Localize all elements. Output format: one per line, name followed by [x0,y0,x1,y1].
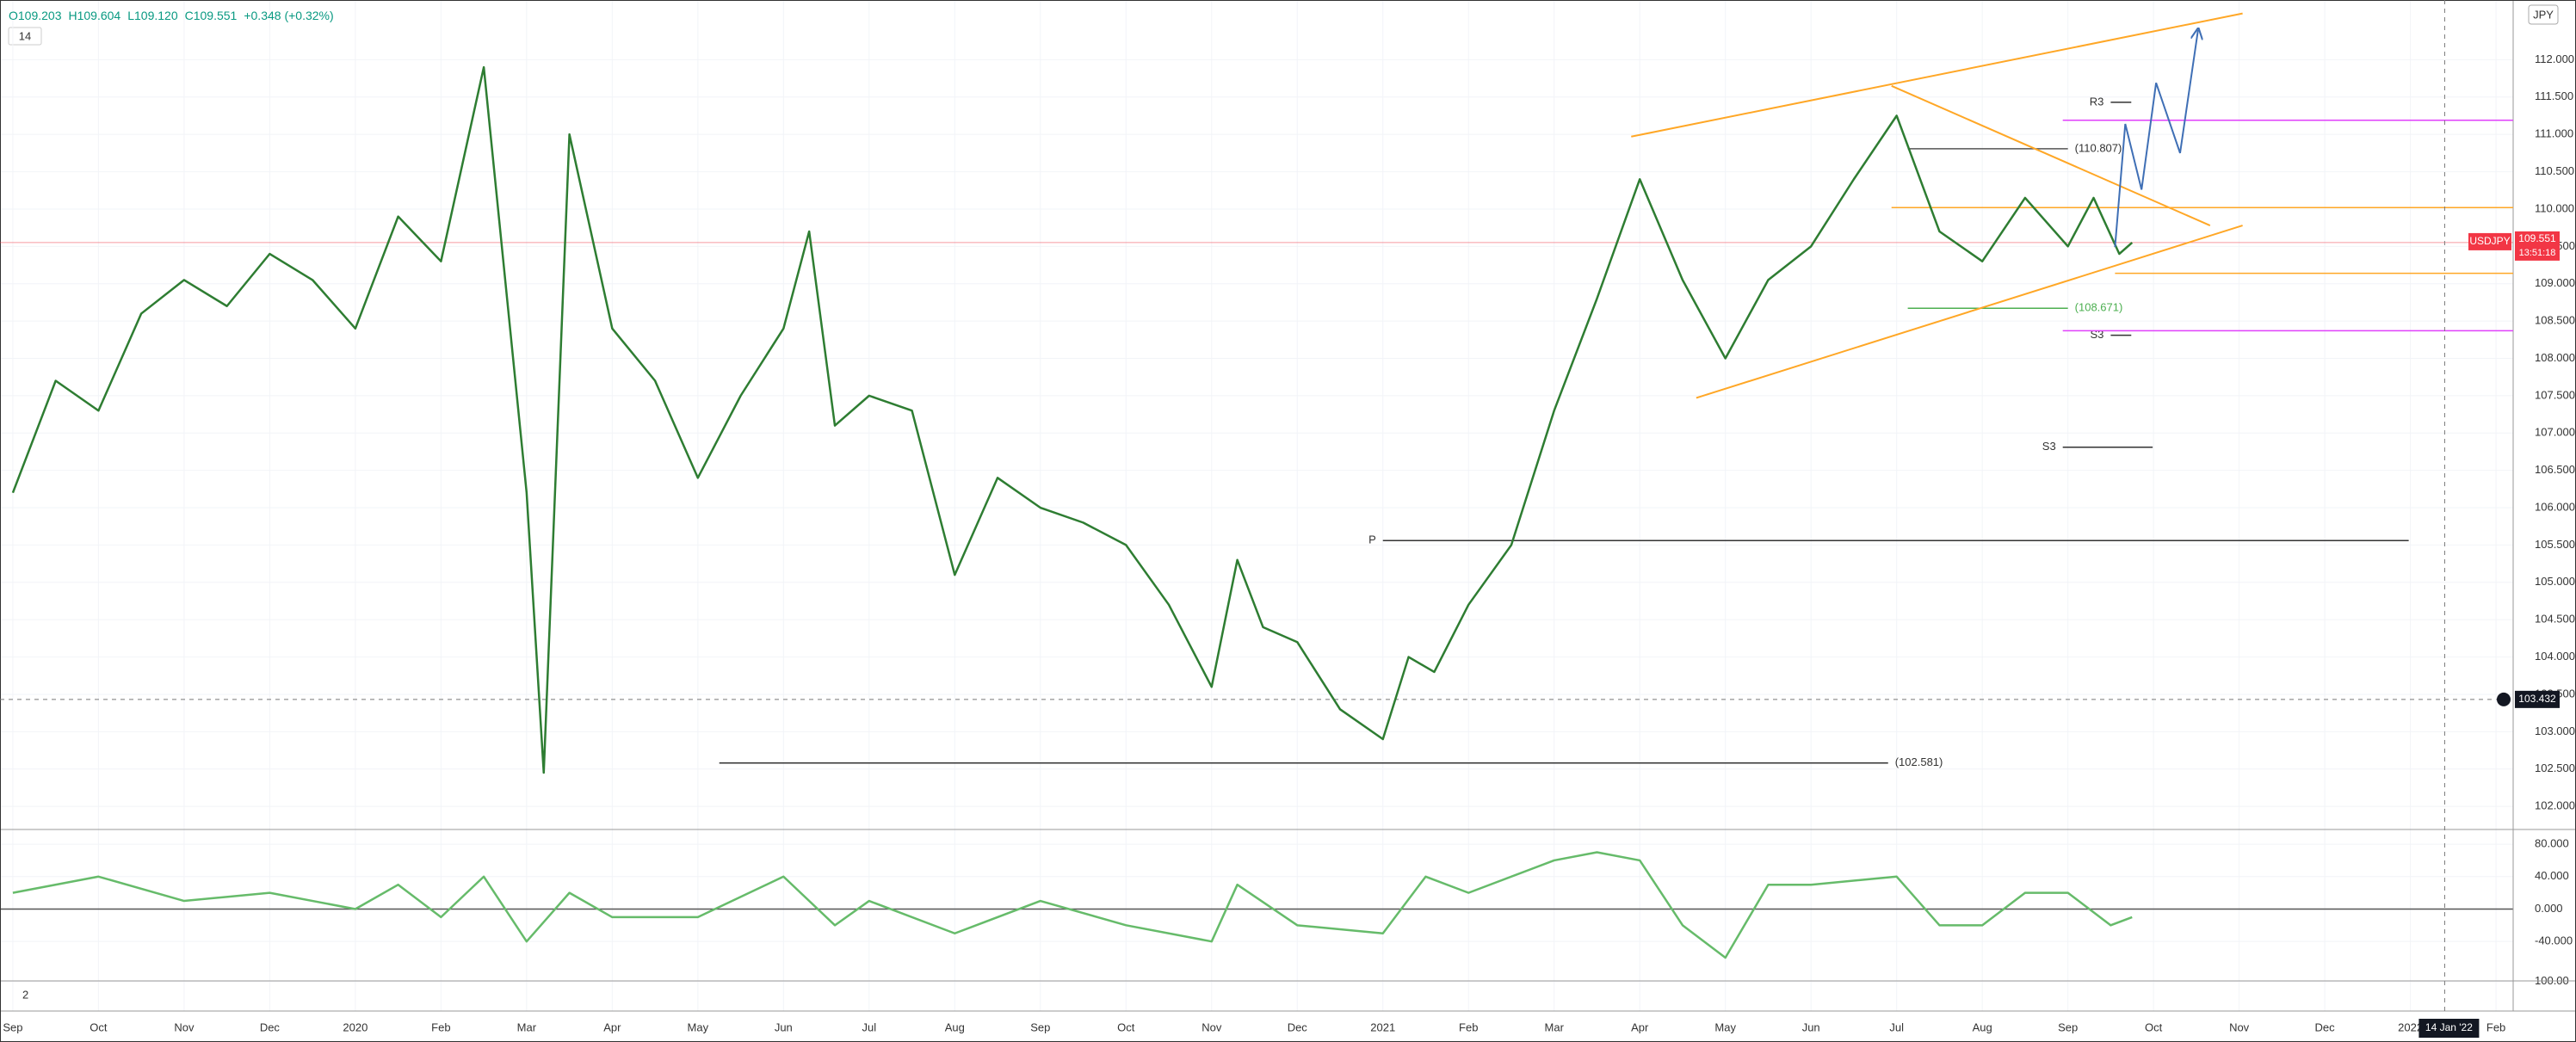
date-tag [2418,1019,2480,1038]
x-tick-label: Mar [1545,1020,1565,1033]
price-line [11,65,2134,774]
x-tick-label: Sep [3,1020,22,1033]
x-tick-label: Oct [90,1020,108,1033]
countdown-label: 13:51:18 [2519,248,2556,258]
x-tick-label: Nov [1202,1020,1222,1033]
date-label: 14 Jan '22 [2425,1021,2473,1033]
y-tick-label: 111.000 [2535,127,2573,140]
trendline [1891,84,2211,226]
trendline [1631,12,2243,138]
level-label: S3 [2042,440,2056,453]
last-price-tag [2515,231,2560,261]
y-tick-label: 108.500 [2535,314,2575,327]
y-tick-label: 105.500 [2535,538,2575,551]
y-tick-label: 112.000 [2535,52,2574,65]
currency-box [2528,4,2559,25]
y-tick-label: 107.000 [2535,426,2575,439]
x-tick-label: Feb [2486,1020,2505,1033]
x-tick-label: Mar [517,1020,537,1033]
x-tick-label: Oct [2145,1020,2163,1033]
crosshair-label: 103.432 [2518,693,2556,705]
y-tick-label: 106.000 [2535,500,2575,513]
y-tick-label: 107.500 [2535,388,2575,401]
x-tick-label: Sep [2058,1020,2078,1033]
x-tick-label: Feb [1459,1020,1478,1033]
y-tick-label: 110.000 [2535,201,2574,214]
x-tick-label: Jun [1802,1020,1820,1033]
ohlc-value: H109.604 [68,9,121,22]
level-label: (108.671) [2075,301,2123,314]
symbol-tag [2468,232,2511,250]
crosshair-tag [2515,690,2560,708]
x-tick-label: Dec [1288,1020,1308,1033]
y-tick-label: 104.500 [2535,613,2575,626]
x-tick-label: 2021 [1370,1020,1395,1033]
x-tick-label: Apr [603,1020,621,1033]
y-tick-label: 80.000 [2535,837,2569,850]
x-tick-label: Jun [775,1020,793,1033]
x-tick-label: Sep [1030,1020,1050,1033]
x-tick-label: Apr [1631,1020,1649,1033]
y-tick-label: 40.000 [2535,869,2569,882]
x-tick-label: 2022 [2398,1020,2423,1033]
y-tick-label: 109.000 [2535,276,2575,289]
y-tick-label: 0.000 [2535,902,2563,915]
x-tick-label: Jul [1889,1020,1904,1033]
y-tick-label: 106.500 [2535,463,2575,476]
y-tick-label: 102.500 [2535,761,2575,774]
x-tick-label: Feb [431,1020,450,1033]
ohlc-value: C109.551 [184,9,238,22]
x-tick-label: Dec [260,1020,281,1033]
symbol-label: USDJPY [2469,235,2510,247]
x-tick-label: Nov [174,1020,195,1033]
y-tick-label: 104.000 [2535,650,2575,663]
ohlc-value: O109.203 [9,9,62,22]
y-tick-label: -40.000 [2535,934,2573,947]
ohlc-header: O109.203 H109.604 L109.120 C109.551 +0.348 (… [9,9,334,22]
pane-label: 2 [22,988,28,1001]
y-tick-label: 102.000 [2535,799,2575,812]
x-tick-label: Nov [2229,1020,2250,1033]
level-label: S3 [2090,328,2103,341]
ohlc-value: L109.120 [127,9,178,22]
x-tick-label: May [1714,1020,1736,1033]
last-price-label: 109.551 [2518,232,2556,244]
level-label: (110.807) [2075,141,2122,154]
y-tick-label: 103.000 [2535,724,2575,737]
interval: 14 [19,29,31,42]
price-change: +0.348 (+0.32%) [244,9,334,22]
interval-box [8,27,42,46]
trendline [1696,225,2243,399]
x-tick-label: Aug [945,1020,965,1033]
y-tick-label: 105.000 [2535,575,2575,588]
x-tick-label: Aug [1973,1020,1992,1033]
x-tick-label: May [688,1020,709,1033]
x-tick-label: 2020 [343,1020,368,1033]
currency: JPY [2533,8,2554,21]
x-tick-label: Jul [862,1020,877,1033]
level-label: P [1368,533,1376,546]
trendline [2114,30,2198,248]
y-tick-label: 111.500 [2535,89,2573,102]
level-label: (102.581) [1895,755,1943,768]
x-tick-label: Dec [2315,1020,2336,1033]
y-tick-label: 110.500 [2535,164,2574,177]
y-tick-label: 108.000 [2535,351,2575,364]
crosshair-icon[interactable] [2497,692,2511,706]
oscillator-line [12,851,2133,959]
x-tick-label: Oct [1117,1020,1135,1033]
level-label: R3 [2090,95,2104,108]
